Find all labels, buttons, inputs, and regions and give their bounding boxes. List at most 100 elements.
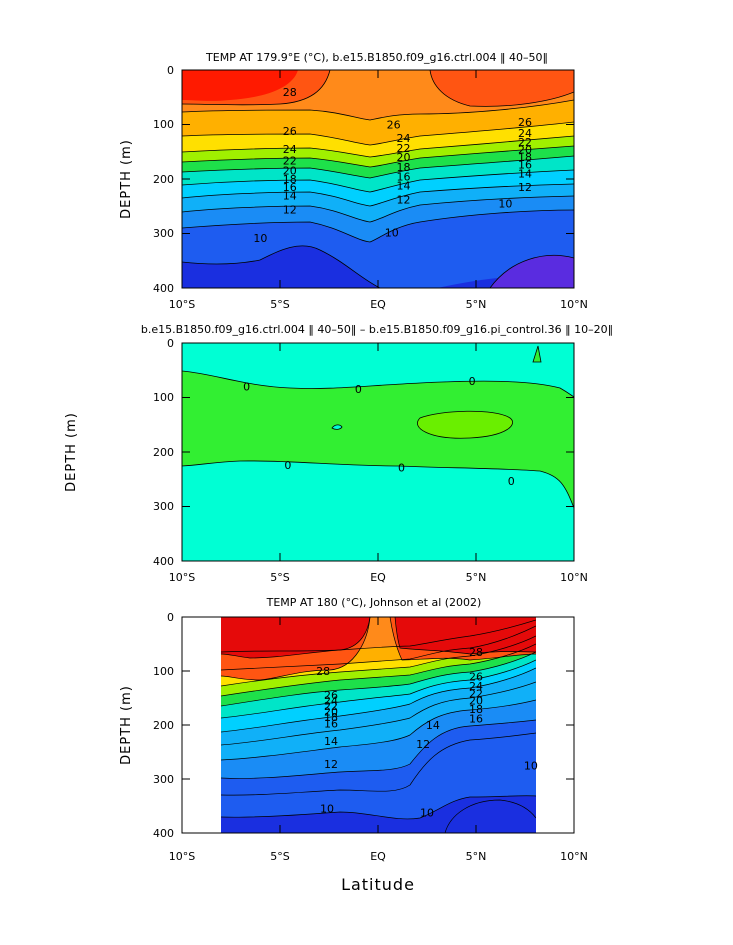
contour-label: 18 xyxy=(324,711,338,724)
contour-label: 16 xyxy=(283,181,297,194)
contour-label: 24 xyxy=(469,680,483,693)
contour-label: 24 xyxy=(324,695,338,708)
panel-1-xtick-1: 5°S xyxy=(270,298,289,311)
panel-3-title: TEMP AT 180 (°C), Johnson et al (2002) xyxy=(266,596,482,609)
contour-label: 20 xyxy=(396,151,410,164)
contour-label: 26 xyxy=(283,125,297,138)
panel-1-title: TEMP AT 179.9°E (°C), b.e15.B1850.f09_g1… xyxy=(205,51,548,64)
contour-label: 18 xyxy=(396,161,410,174)
panel-1-ticks xyxy=(181,69,575,289)
contour-label: 0 xyxy=(284,459,291,472)
contour-label: 18 xyxy=(518,151,532,164)
contour-label: 16 xyxy=(324,717,338,730)
panel-2-xtick-3: 5°N xyxy=(466,571,487,584)
panel-1-contour-lines xyxy=(182,70,574,288)
panel-2-ylabel: DEPTH (m) xyxy=(64,412,79,492)
panel-3-ytick-4: 400 xyxy=(153,827,174,840)
contour-label: 28 xyxy=(283,86,297,99)
contour-label: 10 xyxy=(420,806,434,819)
panel-2-ytick-2: 200 xyxy=(153,446,174,459)
contour-label: 0 xyxy=(398,461,405,474)
panel-2-xtick-0: 10°S xyxy=(169,571,195,584)
contour-label: 14 xyxy=(324,735,338,748)
panel-2-xtick-2: EQ xyxy=(370,571,386,584)
contour-label: 12 xyxy=(396,194,410,207)
contour-label: 0 xyxy=(508,475,515,488)
contour-label: 24 xyxy=(396,132,410,145)
panel-1-ytick-1: 100 xyxy=(153,118,174,131)
panel-3-xtick-4: 10°N xyxy=(560,850,588,863)
panel-1-xtick-3: 5°N xyxy=(466,298,487,311)
band-warm-pool-east xyxy=(430,70,574,107)
contour-label: 10 xyxy=(524,760,538,773)
contour-label: 26 xyxy=(518,116,532,129)
panel-2-filled-contours xyxy=(182,343,574,561)
panel-1-ytick-2: 200 xyxy=(153,173,174,186)
band-deep-cold xyxy=(445,800,536,833)
panel-3-xlabel: Latitude xyxy=(341,875,415,894)
contour-label: 0 xyxy=(355,383,362,396)
panel-1-axes: 10°S 5°S EQ 5°N 10°N 0 100 200 300 400 D… xyxy=(119,64,588,311)
panel-2-axes: 10°S 5°S EQ 5°N 10°N 0 100 200 300 400 D… xyxy=(64,337,588,584)
panel-1-model-temperature: TEMP AT 179.9°E (°C), b.e15.B1850.f09_g1… xyxy=(119,51,588,311)
contour-label: 28 xyxy=(316,665,330,678)
contour-label: 10 xyxy=(253,232,267,245)
panel-3-ytick-2: 200 xyxy=(153,719,174,732)
contour-label: 22 xyxy=(396,142,410,155)
contour-label: 14 xyxy=(283,189,297,202)
panel-3-xtick-3: 5°N xyxy=(466,850,487,863)
contour-label: 14 xyxy=(518,168,532,181)
band-cold-spot xyxy=(490,255,574,288)
contour-label: 26 xyxy=(387,119,401,132)
contour-label: 0 xyxy=(243,381,250,394)
contour-label: 24 xyxy=(518,127,532,140)
contour-label: 12 xyxy=(518,181,532,194)
panel-3-xtick-0: 10°S xyxy=(169,850,195,863)
contour-label: 12 xyxy=(324,758,338,771)
panel-2-contour-labels: 0 0 0 0 0 0 xyxy=(243,375,515,488)
contour-label: 18 xyxy=(283,173,297,186)
panel-3-contour-lines xyxy=(221,617,536,833)
panel-3-ytick-3: 300 xyxy=(153,773,174,786)
contour-label: 10 xyxy=(320,803,334,816)
contour-label: 20 xyxy=(518,144,532,157)
contour-label: 22 xyxy=(469,688,483,701)
panel-1-contour-labels: 2626242220181614121028242220181614121026… xyxy=(253,86,532,245)
contour-label: 24 xyxy=(283,143,297,156)
panel-2-xtick-4: 10°N xyxy=(560,571,588,584)
panel-1-ytick-4: 400 xyxy=(153,282,174,295)
contour-label: 10 xyxy=(385,226,399,239)
contour-label: 26 xyxy=(324,689,338,702)
panel-2-xtick-1: 5°S xyxy=(270,571,289,584)
band-warm-pool-west-core xyxy=(182,70,298,101)
panel-3-xtick-2: EQ xyxy=(370,850,386,863)
contour-label: 0 xyxy=(469,375,476,388)
contour-label: 12 xyxy=(416,738,430,751)
contour-label: 16 xyxy=(518,158,532,171)
panel-1-xtick-0: 10°S xyxy=(169,298,195,311)
contour-label: 16 xyxy=(469,713,483,726)
panel-2-contour-lines xyxy=(182,345,574,509)
panel-1-ytick-3: 300 xyxy=(153,227,174,240)
contour-label: 10 xyxy=(498,198,512,211)
contour-label: 12 xyxy=(283,204,297,217)
panel-1-filled-contours xyxy=(182,70,574,288)
contour-label: 14 xyxy=(396,180,410,193)
panel-3-ticks xyxy=(181,616,575,834)
contour-label: 16 xyxy=(396,170,410,183)
contour-label: 18 xyxy=(469,703,483,716)
panel-2-ytick-1: 100 xyxy=(153,391,174,404)
panel-3-ytick-0: 0 xyxy=(167,611,174,624)
band-negative xyxy=(182,371,574,508)
panel-3-axes: 10°S 5°S EQ 5°N 10°N 0 100 200 300 400 D… xyxy=(119,611,588,894)
contour-label: 22 xyxy=(518,136,532,149)
contour-label: 20 xyxy=(324,706,338,719)
band-positive-spot xyxy=(533,346,541,362)
band-30-west xyxy=(221,617,370,658)
contour-label: 14 xyxy=(426,719,440,732)
band-negative-core xyxy=(417,411,513,439)
panel-1-xtick-4: 10°N xyxy=(560,298,588,311)
contour-label: 26 xyxy=(469,670,483,683)
band-30-east xyxy=(395,617,536,654)
